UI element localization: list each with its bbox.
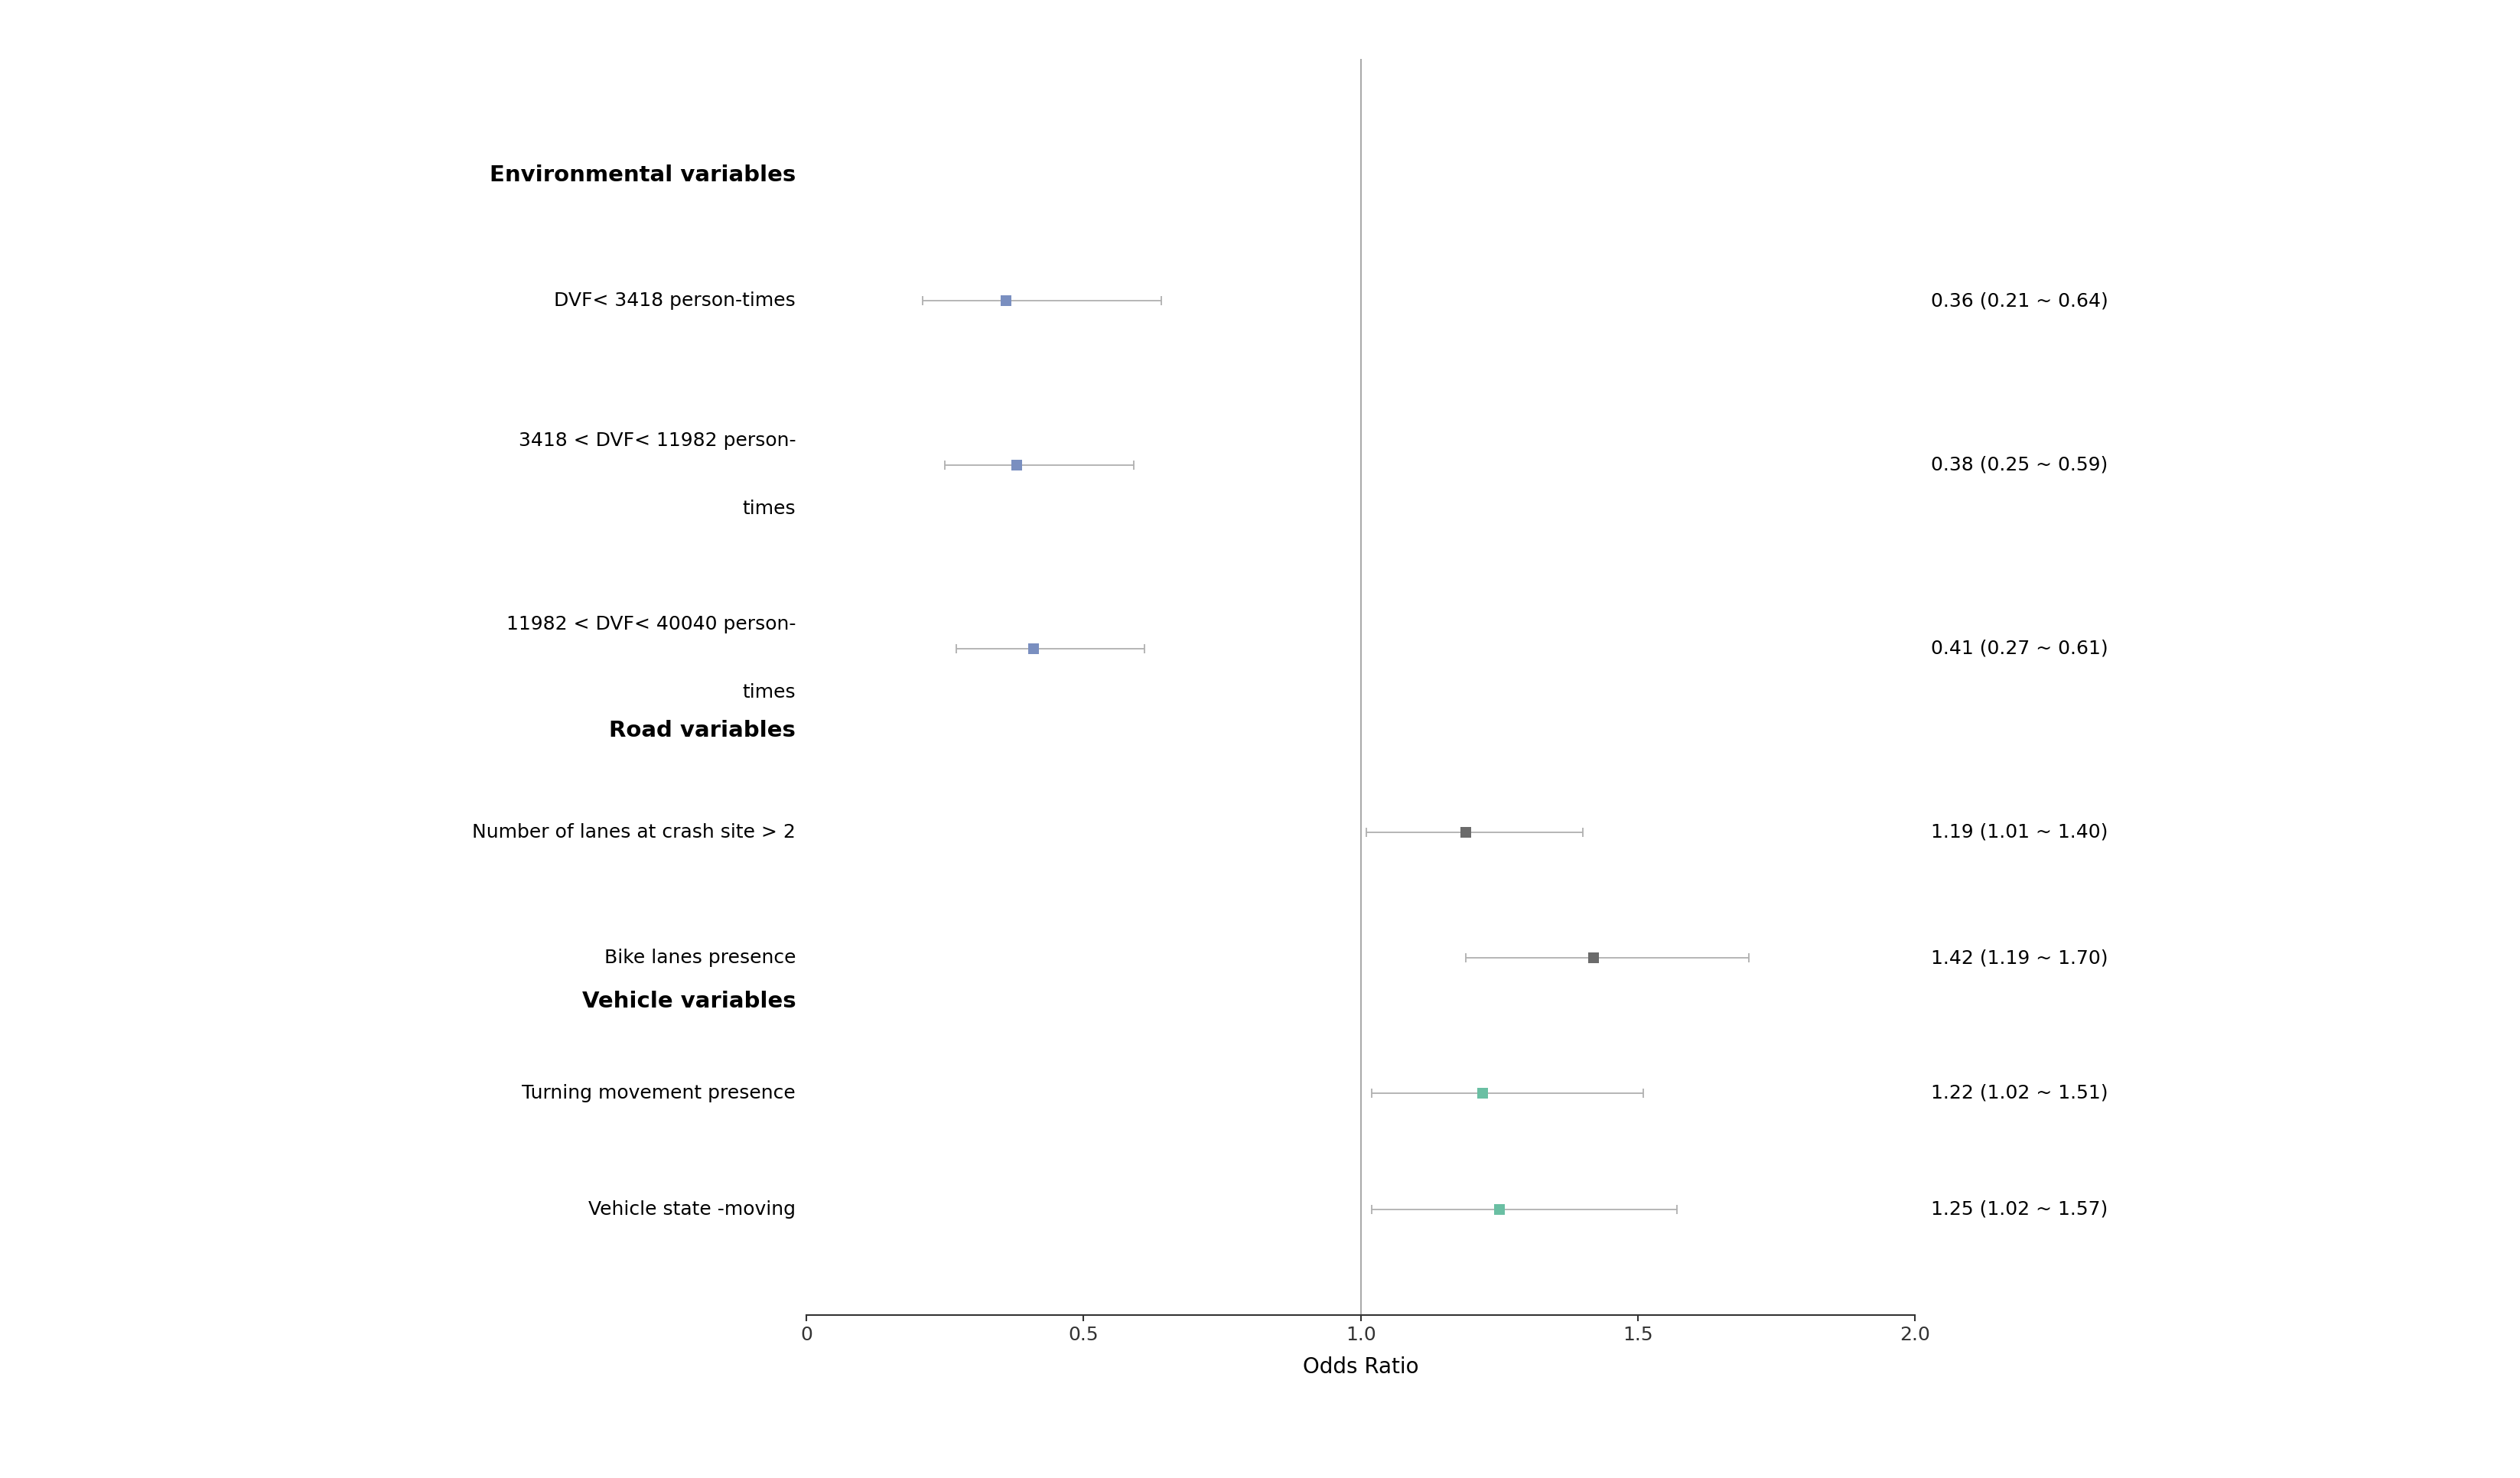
- Point: [1572, 946, 1613, 970]
- Point: [1013, 637, 1053, 661]
- Text: Vehicle state -moving: Vehicle state -moving: [590, 1200, 796, 1218]
- Text: times: times: [743, 500, 796, 517]
- Text: Vehicle variables: Vehicle variables: [582, 990, 796, 1012]
- Point: [985, 288, 1026, 312]
- Text: DVF< 3418 person-times: DVF< 3418 person-times: [554, 291, 796, 310]
- Text: Bike lanes presence: Bike lanes presence: [605, 949, 796, 967]
- Text: 0.36 (0.21 ~ 0.64): 0.36 (0.21 ~ 0.64): [1930, 291, 2109, 310]
- X-axis label: Odds Ratio: Odds Ratio: [1303, 1357, 1419, 1377]
- Text: Road variables: Road variables: [610, 720, 796, 742]
- Text: 11982 < DVF< 40040 person-: 11982 < DVF< 40040 person-: [507, 615, 796, 634]
- Point: [1462, 1082, 1502, 1106]
- Point: [1446, 820, 1487, 844]
- Text: Turning movement presence: Turning movement presence: [522, 1083, 796, 1103]
- Text: 3418 < DVF< 11982 person-: 3418 < DVF< 11982 person-: [519, 432, 796, 449]
- Text: 1.42 (1.19 ~ 1.70): 1.42 (1.19 ~ 1.70): [1930, 949, 2109, 967]
- Text: times: times: [743, 683, 796, 701]
- Text: 0.41 (0.27 ~ 0.61): 0.41 (0.27 ~ 0.61): [1930, 640, 2109, 658]
- Text: 1.19 (1.01 ~ 1.40): 1.19 (1.01 ~ 1.40): [1930, 823, 2109, 841]
- Text: 0.38 (0.25 ~ 0.59): 0.38 (0.25 ~ 0.59): [1930, 455, 2109, 474]
- Text: 1.25 (1.02 ~ 1.57): 1.25 (1.02 ~ 1.57): [1930, 1200, 2109, 1218]
- Text: Number of lanes at crash site > 2: Number of lanes at crash site > 2: [471, 823, 796, 841]
- Point: [998, 454, 1038, 477]
- Text: 1.22 (1.02 ~ 1.51): 1.22 (1.02 ~ 1.51): [1930, 1083, 2109, 1103]
- Point: [1479, 1197, 1520, 1221]
- Text: Environmental variables: Environmental variables: [489, 164, 796, 186]
